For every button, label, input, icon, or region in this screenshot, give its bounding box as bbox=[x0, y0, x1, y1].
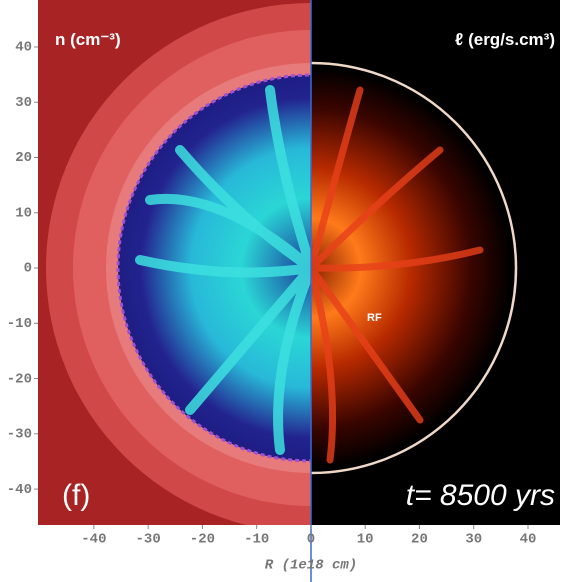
y-tick-label: 40 bbox=[15, 40, 32, 56]
x-tick-label: 40 bbox=[520, 532, 537, 548]
field-image bbox=[38, 0, 560, 525]
annotation: RF bbox=[367, 312, 382, 324]
emissivity-label: ℓ (erg/s.cm³) bbox=[455, 30, 555, 49]
y-tick-label: 0 bbox=[24, 261, 32, 277]
x-tick-label: -30 bbox=[136, 532, 161, 548]
time-label: t= 8500 yrs bbox=[406, 479, 555, 512]
x-tick-label: -20 bbox=[190, 532, 215, 548]
density-label: n (cm⁻³) bbox=[55, 30, 121, 49]
y-tick-label: 10 bbox=[15, 205, 32, 221]
y-tick-label: -30 bbox=[7, 427, 32, 443]
panel-label: (f) bbox=[62, 479, 90, 512]
x-tick-label: -40 bbox=[81, 532, 106, 548]
x-tick-label: 20 bbox=[411, 532, 428, 548]
x-axis-label: R (1e18 cm) bbox=[265, 558, 357, 574]
y-tick-label: -10 bbox=[7, 316, 32, 332]
y-tick-label: -20 bbox=[7, 371, 32, 387]
y-tick-label: 30 bbox=[15, 95, 32, 111]
x-tick-label: -10 bbox=[244, 532, 269, 548]
y-tick-label: 20 bbox=[15, 150, 32, 166]
x-tick-label: 0 bbox=[307, 532, 315, 548]
x-tick-label: 10 bbox=[357, 532, 374, 548]
x-tick-label: 30 bbox=[465, 532, 482, 548]
y-tick-label: -40 bbox=[7, 482, 32, 498]
